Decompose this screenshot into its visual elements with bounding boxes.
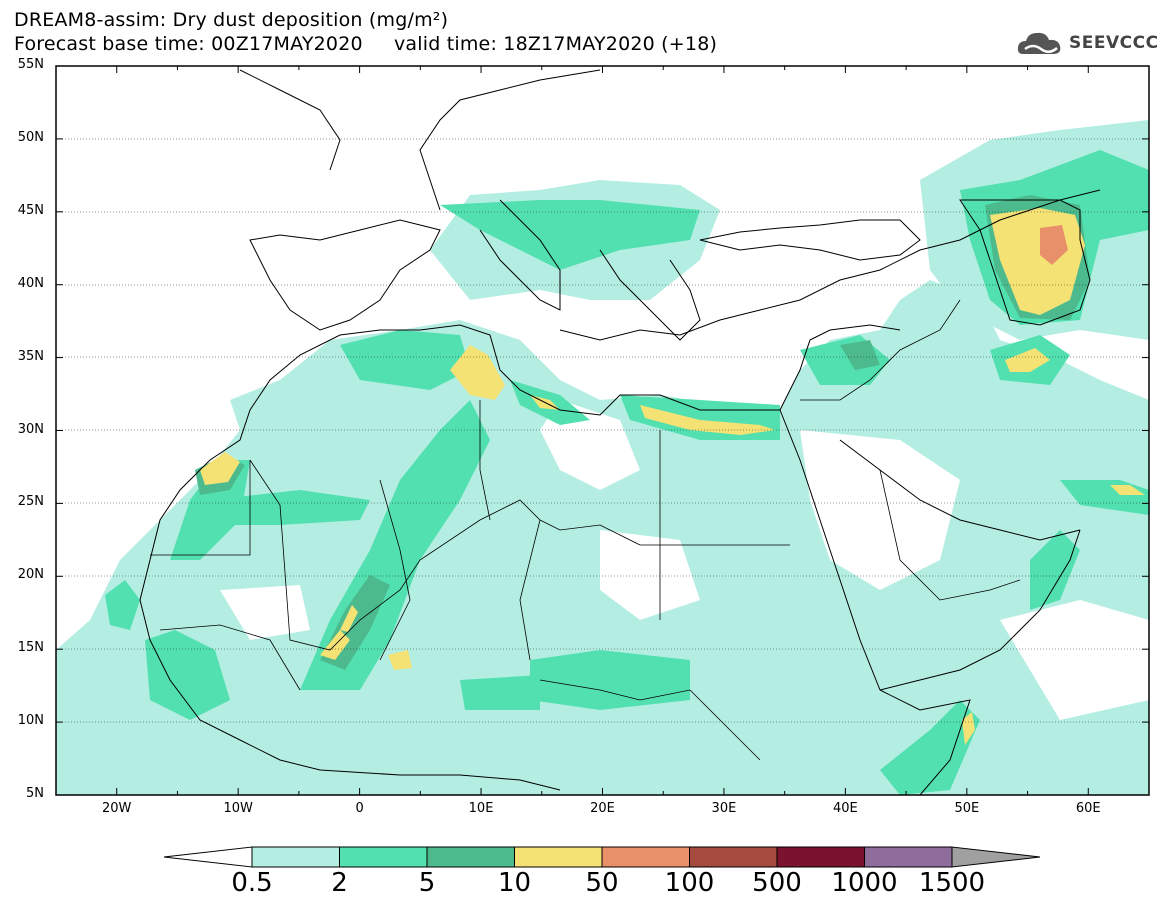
contour-level-2	[880, 700, 980, 795]
colorbar-swatch	[339, 846, 428, 868]
contour-level-2	[340, 330, 470, 390]
lat-label: 55N	[17, 57, 44, 72]
contour-level-4	[1005, 348, 1050, 372]
contour-level-4	[1110, 485, 1145, 495]
contour-level-4	[340, 605, 358, 632]
lat-label: 10N	[17, 713, 44, 729]
colorbar-label: 50	[585, 868, 619, 898]
colorbar-label: 1000	[831, 868, 898, 898]
logo-text: SEEVCCC	[1069, 33, 1159, 53]
lat-label: 25N	[17, 494, 44, 510]
country-borders	[150, 299, 1021, 761]
contour-level-2	[145, 630, 230, 720]
lon-label: 20E	[590, 801, 615, 816]
contour-level-2	[105, 580, 140, 630]
contour-level-4	[640, 405, 775, 435]
colorbar-swatch	[601, 846, 690, 868]
colorbar-swatch	[426, 846, 515, 868]
colorbar-over-triangle	[951, 846, 1041, 868]
lon-label: 50E	[954, 801, 980, 816]
colorbar-swatch	[864, 846, 953, 868]
colorbar-label: 1500	[918, 868, 986, 898]
lat-label: 15N	[17, 640, 44, 656]
field-gap	[1000, 600, 1149, 720]
colorbar-swatch	[689, 846, 778, 868]
lon-label: 20W	[102, 801, 132, 816]
coastlines	[139, 69, 1101, 795]
contour-level-4	[450, 345, 505, 400]
contour-level-3	[840, 340, 880, 370]
contour-level-2	[440, 200, 700, 270]
lat-label: 30N	[17, 421, 44, 437]
colorbar-label: 2	[331, 868, 348, 898]
contour-level-4	[200, 452, 240, 485]
map-title: DREAM8-assim: Dry dust deposition (mg/m²…	[14, 9, 449, 31]
colorbar	[163, 846, 1041, 868]
lon-label: 40E	[832, 801, 858, 816]
lon-label: 60E	[1075, 801, 1101, 816]
contour-level-4	[962, 712, 975, 745]
colorbar-swatch	[251, 846, 340, 868]
contour-level-2	[530, 650, 690, 710]
colorbar-label: 500	[752, 868, 802, 898]
colorbar-label: 100	[664, 868, 715, 898]
colorbar-label: 10	[497, 868, 532, 898]
cloud-logo-icon	[1017, 32, 1061, 54]
field-gap	[600, 530, 700, 620]
lon-label: 0	[355, 801, 364, 816]
colorbar-swatch	[776, 846, 865, 868]
map-subtitle: Forecast base time: 00Z17MAY2020 valid t…	[14, 33, 718, 55]
lat-label: 50N	[17, 129, 44, 145]
map-ticks	[55, 65, 1150, 796]
field-gap	[220, 585, 310, 640]
contour-level-5	[1040, 225, 1068, 265]
contour-level-2	[1030, 530, 1080, 610]
colorbar-label: 0.5	[231, 868, 273, 898]
map-gridlines	[56, 138, 1149, 723]
deposition-field	[56, 66, 1149, 795]
lat-label: 45N	[17, 202, 44, 218]
lon-label: 10E	[468, 801, 494, 816]
colorbar-under-triangle	[163, 846, 253, 868]
lon-label: 30E	[711, 801, 737, 816]
colorbar-label: 5	[418, 868, 436, 898]
contour-level-4	[388, 650, 412, 670]
lat-label: 5N	[26, 786, 44, 801]
lat-label: 35N	[17, 348, 44, 364]
colorbar-swatch	[514, 846, 603, 868]
contour-level-2	[460, 675, 540, 710]
lon-label: 10W	[223, 801, 253, 816]
field-gap	[800, 430, 960, 590]
lat-label: 20N	[17, 567, 44, 583]
lat-label: 40N	[17, 275, 44, 291]
